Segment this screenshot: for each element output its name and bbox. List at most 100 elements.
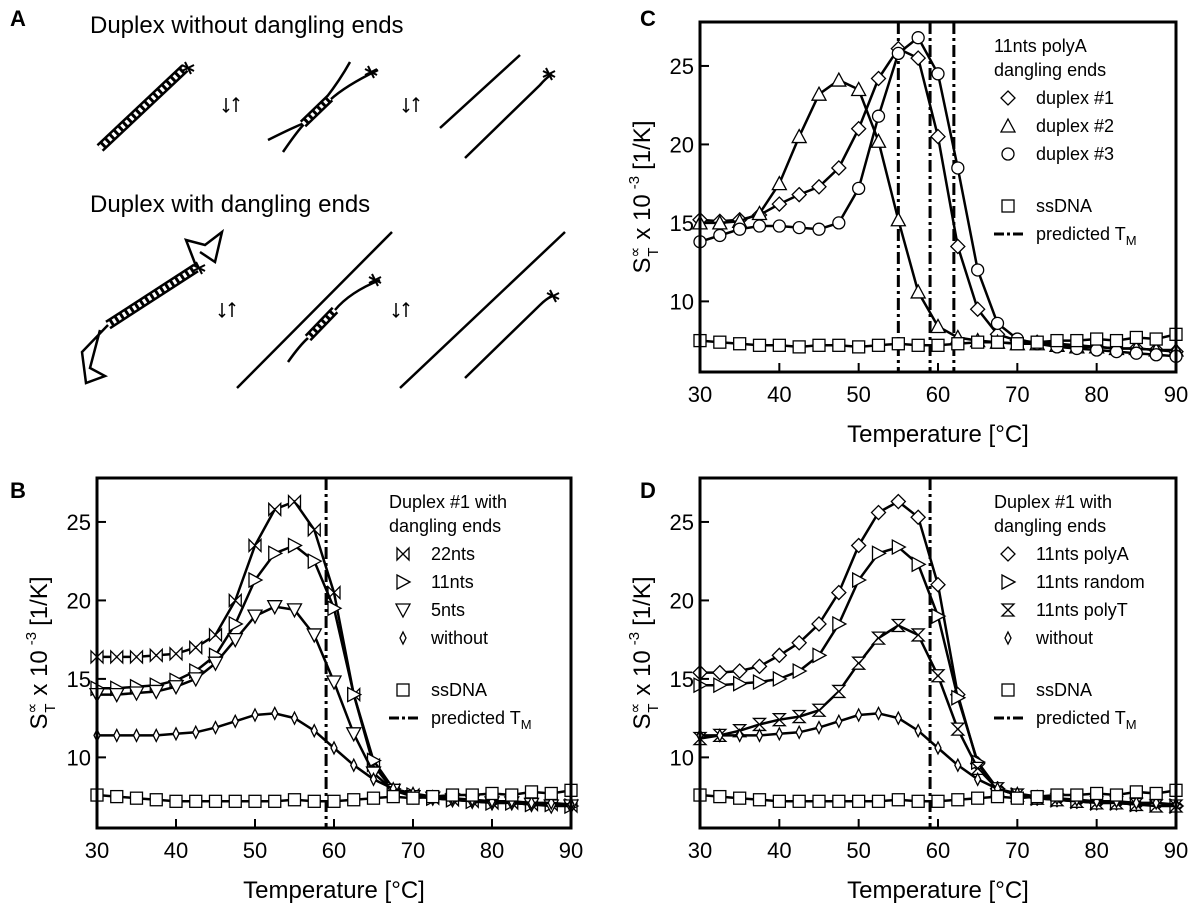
y-tick-label: 10 [67,745,91,770]
legend-title: Duplex #1 with [994,492,1112,512]
data-point [149,647,163,663]
data-point [990,316,1005,330]
x-axis-label: Temperature [°C] [847,421,1029,448]
y-label-sub: T [645,248,662,257]
data-point [910,50,927,67]
data-point [129,791,144,805]
data-point [149,793,163,807]
data-point [751,717,768,732]
y-label-unit: [1/K] [629,577,656,626]
data-point [752,219,767,233]
y-label-sup: ∝ [627,247,644,258]
x-tick-label: 50 [846,382,870,407]
data-point [811,703,827,717]
data-point [485,786,499,801]
data-point [148,684,165,700]
data-point [850,537,867,554]
data-point [1090,332,1104,346]
legend-label: duplex #2 [1036,116,1114,136]
data-point [969,301,986,318]
data-point [307,522,321,538]
data-point [1030,789,1044,804]
data-point [527,795,536,811]
legend-label-main: predicted T [1036,708,1126,728]
y-label-text: x 10 [629,650,656,695]
y-tick-label: 15 [670,211,694,236]
plot-frame [698,476,1178,830]
y-tick-label: 10 [670,289,694,314]
x-tick-label: 30 [688,382,712,407]
data-point [524,785,539,799]
data-point [325,675,343,691]
data-point [771,647,788,664]
panel-title: Duplex with dangling ends [90,191,370,218]
data-point [713,677,729,694]
y-label-text: x 10 [629,194,656,239]
x-tick-label: 50 [243,838,267,863]
data-point [792,794,806,808]
data-point [812,647,828,664]
y-label-text: x 10 [26,650,53,695]
data-point [713,335,727,349]
data-point [830,160,847,176]
data-point [771,196,788,212]
data-point [1090,343,1104,357]
y-label-unit: [1/K] [629,121,656,170]
data-point [755,727,764,743]
data-point [951,337,965,351]
x-axis-label: Temperature [°C] [243,877,425,904]
data-point [871,338,886,352]
data-point [211,720,220,736]
x-tick-label: 40 [767,382,791,407]
fit-line [97,605,571,808]
data-point [950,722,966,736]
legend-marker [396,573,412,591]
legend-label: 22nts [431,544,475,564]
legend-label: ssDNA [431,680,487,700]
data-point [931,67,945,81]
data-point [832,338,846,352]
y-label-exp: -3 [626,176,643,189]
data-point [1109,333,1124,348]
y-label-sub: T [42,704,59,713]
data-point [1129,785,1143,799]
data-point [1149,348,1163,362]
legend-label: 11nts polyT [1036,600,1128,620]
panel-a: A Duplex without dangling ends Duplex wi… [10,6,566,389]
data-point [169,646,183,662]
data-point [251,707,259,723]
y-label-symbol: S [629,257,656,273]
legend-label-sub: M [521,717,532,732]
legend-title: dangling ends [994,60,1106,80]
legend-marker [1001,573,1017,591]
plot-frame [95,476,573,830]
x-axis-label: Temperature [°C] [847,877,1029,904]
data-point [287,537,303,554]
chart-panel: B 30 40 50 60 70 80 90 10 15 20 25 Temperature [°C] S… [10,476,583,904]
data-point [132,727,141,743]
x-tick-label: 90 [559,838,583,863]
data-point [1050,788,1064,802]
data-point [366,791,381,805]
data-point [306,628,323,644]
legend-marker [1000,90,1016,106]
data-point [187,672,204,688]
data-point [791,634,808,651]
data-point [1129,330,1143,345]
data-point [505,788,519,802]
data-point [113,727,121,743]
x-tick-label: 30 [688,838,712,863]
y-tick-label: 15 [67,667,91,692]
legend-title: Duplex #1 with [389,492,507,512]
data-point [870,132,887,148]
data-point [911,338,925,352]
data-point [110,649,124,665]
y-label-sup: ∝ [627,703,644,714]
x-tick-label: 30 [85,838,109,863]
data-point [172,726,180,742]
data-point [268,501,282,517]
x-tick-label: 40 [767,838,791,863]
data-point [406,791,420,805]
data-point [445,788,460,802]
data-point [874,705,883,721]
